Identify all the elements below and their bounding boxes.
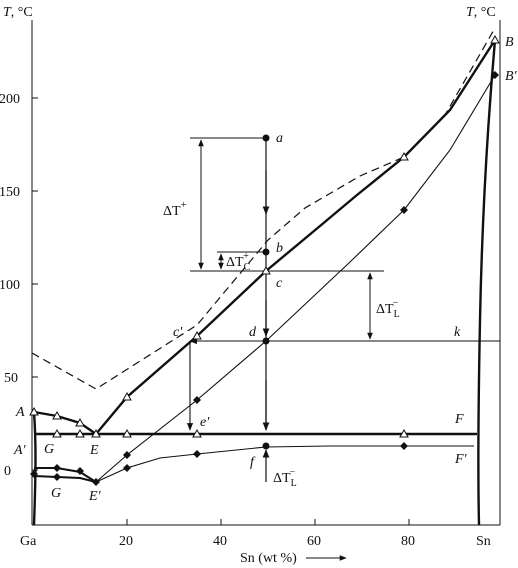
- diamond-marker-Bprime: [491, 71, 499, 79]
- ga-boundary: [32, 411, 37, 526]
- triangle-marker: [192, 428, 202, 438]
- triangle-marker: [399, 428, 409, 438]
- x-tick-60: 60: [307, 534, 321, 549]
- y-axis-title-right-rest: , °C: [474, 5, 496, 20]
- solvus-lower-to-Eprime: [33, 475, 97, 483]
- y-axis-title-right: T, °C: [466, 5, 496, 20]
- eutectic-curve-EprimeFprime: [95, 445, 474, 483]
- label-dT-plus: ΔT+: [163, 199, 187, 219]
- label-F: F: [454, 412, 464, 427]
- dot-marker-b: [262, 248, 270, 256]
- dT-l-minus-upper-sub: L: [394, 309, 400, 320]
- y-tick-150: 150: [0, 185, 20, 200]
- liquidus-equilibrium: [95, 39, 497, 435]
- label-G-lower: G: [51, 486, 61, 501]
- label-e-prime: e': [200, 415, 210, 430]
- liquidus-supercooled: [95, 74, 496, 483]
- dT-c-plus-sup: +: [243, 251, 249, 262]
- diamond-marker: [123, 464, 131, 472]
- y-axis-title-left-rest: , °C: [11, 5, 33, 20]
- diamond-marker: [193, 450, 201, 458]
- triangle-marker-cprime: [192, 330, 202, 340]
- dT-c-plus-base: ΔT: [226, 255, 244, 270]
- diamond-marker: [193, 396, 201, 404]
- diamond-marker-Eprime: [92, 478, 100, 486]
- y-tick-0: 0: [4, 464, 11, 479]
- diamond-marker: [400, 442, 408, 450]
- label-c-prime: c': [173, 325, 183, 340]
- triangle-markers: [29, 34, 500, 438]
- x-ticks: [126, 519, 410, 525]
- label-B: B: [505, 35, 514, 50]
- x-tick-ga: Ga: [20, 534, 37, 549]
- dot-markers: [262, 134, 270, 450]
- label-A: A: [15, 405, 25, 420]
- label-F-prime: F': [454, 452, 468, 467]
- liquidus-metastable-dashed: [31, 27, 496, 390]
- label-dT-c-plus: ΔTC+: [226, 251, 251, 273]
- label-E: E: [89, 443, 99, 458]
- sn-solidus: [477, 39, 497, 526]
- solvus-A-E: [33, 410, 97, 435]
- label-A-prime: A': [13, 443, 27, 458]
- label-a: a: [276, 131, 283, 146]
- diamond-marker: [53, 464, 61, 472]
- label-b: b: [276, 241, 283, 256]
- triangle-marker-B: [490, 34, 500, 44]
- y-tick-100: 100: [0, 278, 20, 293]
- triangle-marker: [399, 151, 409, 161]
- dT-c-plus-sub: C: [244, 262, 251, 273]
- label-B-prime: B': [505, 69, 518, 84]
- triangle-marker: [122, 391, 132, 401]
- label-f: f: [250, 455, 256, 470]
- diamond-marker: [76, 467, 84, 475]
- triangle-marker: [75, 417, 85, 427]
- y-tick-200: 200: [0, 92, 20, 107]
- triangle-marker-E: [91, 428, 101, 438]
- triangle-marker-c: [261, 265, 271, 275]
- dT-l-minus-upper-sup: −: [393, 298, 399, 309]
- triangle-marker: [122, 428, 132, 438]
- dot-marker-a: [262, 134, 270, 142]
- label-k: k: [454, 325, 461, 340]
- solvus-upper-to-Eprime: [34, 467, 97, 483]
- dT-plus-sup: +: [181, 199, 187, 211]
- y-axis-title-left: T, °C: [3, 5, 33, 20]
- triangle-marker: [52, 410, 62, 420]
- dT-l-minus-upper-base: ΔT: [376, 302, 394, 317]
- triangle-marker: [52, 428, 62, 438]
- x-tick-20: 20: [119, 534, 133, 549]
- triangle-marker: [75, 428, 85, 438]
- dT-l-minus-lower-sup: −: [290, 467, 296, 478]
- label-G: G: [44, 442, 54, 457]
- label-d: d: [249, 325, 257, 340]
- dT-l-minus-lower-base: ΔT: [273, 471, 291, 486]
- x-tick-40: 40: [213, 534, 227, 549]
- x-tick-sn: Sn: [476, 534, 491, 549]
- label-E-prime: E': [88, 489, 102, 504]
- diamond-marker: [30, 470, 38, 478]
- diamond-marker: [400, 206, 408, 214]
- label-c: c: [276, 276, 283, 291]
- dT-l-minus-lower-sub: L: [291, 478, 297, 489]
- dot-marker-f: [262, 442, 270, 450]
- x-tick-80: 80: [401, 534, 415, 549]
- diamond-marker: [123, 451, 131, 459]
- dot-marker-d: [262, 337, 270, 345]
- dT-plus-base: ΔT: [163, 204, 181, 219]
- y-tick-50: 50: [4, 371, 18, 386]
- label-dT-l-minus-upper: ΔTL−: [376, 298, 400, 320]
- triangle-marker-A: [29, 406, 39, 416]
- y-ticks: [32, 97, 38, 471]
- diamond-markers: [30, 71, 499, 486]
- x-axis-title: Sn (wt %): [240, 551, 297, 566]
- diamond-marker: [53, 473, 61, 481]
- label-dT-l-minus-lower: ΔTL−: [273, 467, 297, 489]
